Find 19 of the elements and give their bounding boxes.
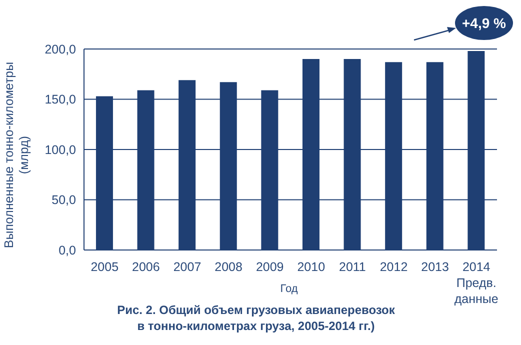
y-tick-label: 150,0 [44, 92, 76, 107]
x-tick-label: 2010 [297, 260, 326, 274]
x-tick-label: 2007 [173, 260, 202, 274]
text: Рис. 2. Общий объем грузовых авиаперевозок в тонно-километрах груза, 2005-2014 гг.) [117, 303, 396, 333]
y-tick-label: 100,0 [44, 142, 76, 157]
y-tick-label: 0,0 [58, 243, 76, 258]
x-tick-label: 2012 [380, 260, 408, 274]
x-tick-label: 2005 [90, 260, 119, 274]
y-tick-label: 200,0 [44, 42, 76, 56]
x-tick-label: 2013 [421, 260, 449, 274]
y-axis-title: Выполненные тонно-километры (млрд) [2, 62, 31, 248]
x-axis-title: Год [280, 283, 298, 295]
x-tick-label: 2011 [339, 260, 366, 274]
x-tick-label: 2014 Предв. данные [454, 260, 498, 306]
x-tick-label: 2008 [214, 260, 242, 274]
x-tick-label: 2006 [132, 260, 160, 274]
x-tick-label: 2009 [256, 260, 284, 274]
y-tick-label: 50,0 [52, 193, 76, 208]
text: +4,9 % [462, 15, 507, 31]
